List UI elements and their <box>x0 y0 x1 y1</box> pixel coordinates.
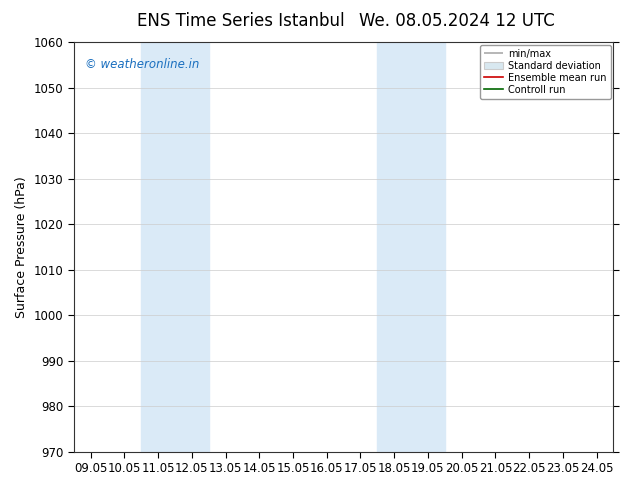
Bar <box>377 42 445 452</box>
Y-axis label: Surface Pressure (hPa): Surface Pressure (hPa) <box>15 176 28 318</box>
Text: © weatheronline.in: © weatheronline.in <box>84 58 199 72</box>
Legend: min/max, Standard deviation, Ensemble mean run, Controll run: min/max, Standard deviation, Ensemble me… <box>480 45 611 98</box>
Text: ENS Time Series Istanbul: ENS Time Series Istanbul <box>137 12 345 30</box>
Bar <box>141 42 209 452</box>
Text: We. 08.05.2024 12 UTC: We. 08.05.2024 12 UTC <box>359 12 554 30</box>
